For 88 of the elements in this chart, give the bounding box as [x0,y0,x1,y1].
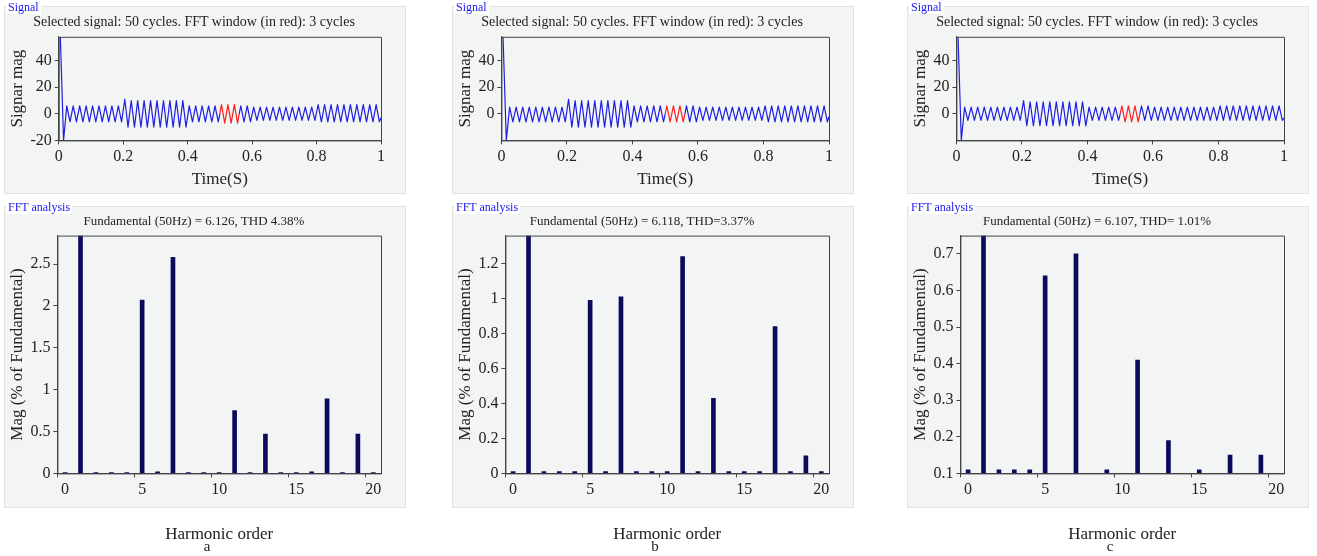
bar [232,410,237,474]
x-tick-label: 0.8 [753,147,774,165]
y-tick-label: 2.5 [30,254,51,272]
text: FFT analysis [454,200,521,214]
x-tick-label: 0.6 [1142,147,1163,165]
y-axis-title: Mag (% of Fundamental) [454,268,474,441]
bar [78,235,83,474]
x-tick-label: 0.4 [177,147,198,165]
y-axis-title: Signar mag [909,49,929,128]
y-tick-label: 0.7 [933,244,954,262]
y-tick-label: 0 [43,104,52,122]
x-tick-label: 0.2 [1011,147,1032,165]
y-tick-label: 0.6 [478,358,499,376]
y-axis-title: Mag (% of Fundamental) [6,268,26,441]
y-tick-label: 20 [35,77,52,95]
y-axis-title: Signar mag [454,49,474,128]
x-tick-label: 5 [138,480,147,498]
x-tick-label: 0.4 [1077,147,1098,165]
x-tick-label: 0 [964,480,973,498]
x-tick-label: 20 [813,480,830,498]
chart-title: Selected signal: 50 cycles. FFT window (in red): 3 cycles [936,14,1258,31]
x-tick-label: 0.2 [556,147,577,165]
y-tick-label: 40 [933,50,950,68]
x-tick-label: 5 [586,480,595,498]
x-axis-title: Time(S) [191,169,248,189]
y-tick-label: 0 [42,463,51,481]
x-tick-label: 1 [377,147,385,165]
y-tick-label: 0.6 [933,280,954,298]
y-tick-label: 20 [933,77,950,95]
x-tick-label: 10 [659,480,676,498]
text: Signal [454,0,489,14]
x-tick-label: 10 [1114,480,1131,498]
x-axis-title: Time(S) [1092,169,1149,189]
x-tick-label: 15 [1191,480,1208,498]
x-tick-label: 0.8 [306,147,327,165]
chart-title: Fundamental (50Hz) = 6.107, THD= 1.01% [982,213,1212,229]
y-tick-label: 0.5 [30,421,51,439]
x-tick-label: 15 [288,480,305,498]
x-tick-label: 0.2 [113,147,134,165]
x-tick-label: 1 [1280,147,1288,165]
bar [711,397,716,474]
y-tick-label: 0.4 [933,353,954,371]
text: Signal [6,0,41,14]
x-axis-title: Time(S) [637,169,694,189]
x-tick-label: 0.8 [1208,147,1229,165]
bar [680,256,685,474]
y-tick-label: 0.1 [933,463,954,481]
y-tick-label: 1.2 [478,253,499,271]
y-tick-label: 0.3 [933,390,954,408]
x-tick-label: 20 [1268,480,1285,498]
y-tick-label: 0.5 [933,317,954,335]
y-tick-label: 20 [478,77,495,95]
y-tick-label: 1.5 [30,338,51,355]
y-tick-label: -20 [30,130,52,148]
y-axis-title: Signar mag [6,49,26,128]
x-tick-label: 15 [736,480,753,498]
chart-title: Selected signal: 50 cycles. FFT window (in red): 3 cycles [481,14,803,31]
y-tick-label: 40 [478,50,495,68]
x-tick-label: 0.4 [622,147,643,165]
x-tick-label: 1 [825,147,833,165]
x-tick-label: 0 [61,480,70,498]
x-tick-label: 0.6 [242,147,263,165]
y-tick-label: 1 [490,288,499,306]
chart-title: Fundamental (50Hz) = 6.126, THD 4.38% [83,213,305,229]
y-tick-label: 0 [490,463,499,481]
y-tick-label: 0.4 [478,393,499,411]
y-tick-label: 0.8 [478,323,499,341]
y-tick-label: 0 [486,104,495,122]
y-tick-label: 40 [35,50,52,68]
y-axis-title: Mag (% of Fundamental) [909,268,929,441]
x-tick-label: 10 [211,480,228,498]
chart-title: Fundamental (50Hz) = 6.118, THD=3.37% [529,213,755,229]
x-tick-label: 20 [365,480,382,498]
x-tick-label: 0.6 [687,147,708,165]
x-tick-label: 0 [54,147,63,165]
bar [263,433,268,474]
bar [526,235,531,474]
y-tick-label: 0 [941,104,950,122]
chart-title: Selected signal: 50 cycles. FFT window (in red): 3 cycles [33,14,355,31]
text: Signal [909,0,944,14]
text: FFT analysis [909,200,976,214]
y-tick-label: 0.2 [478,428,499,446]
x-tick-label: 0 [509,480,518,498]
y-tick-label: 2 [42,296,51,314]
y-tick-label: 0.2 [933,427,954,445]
text: FFT analysis [6,200,73,214]
x-tick-label: 5 [1041,480,1050,498]
y-tick-label: 1 [42,379,51,397]
